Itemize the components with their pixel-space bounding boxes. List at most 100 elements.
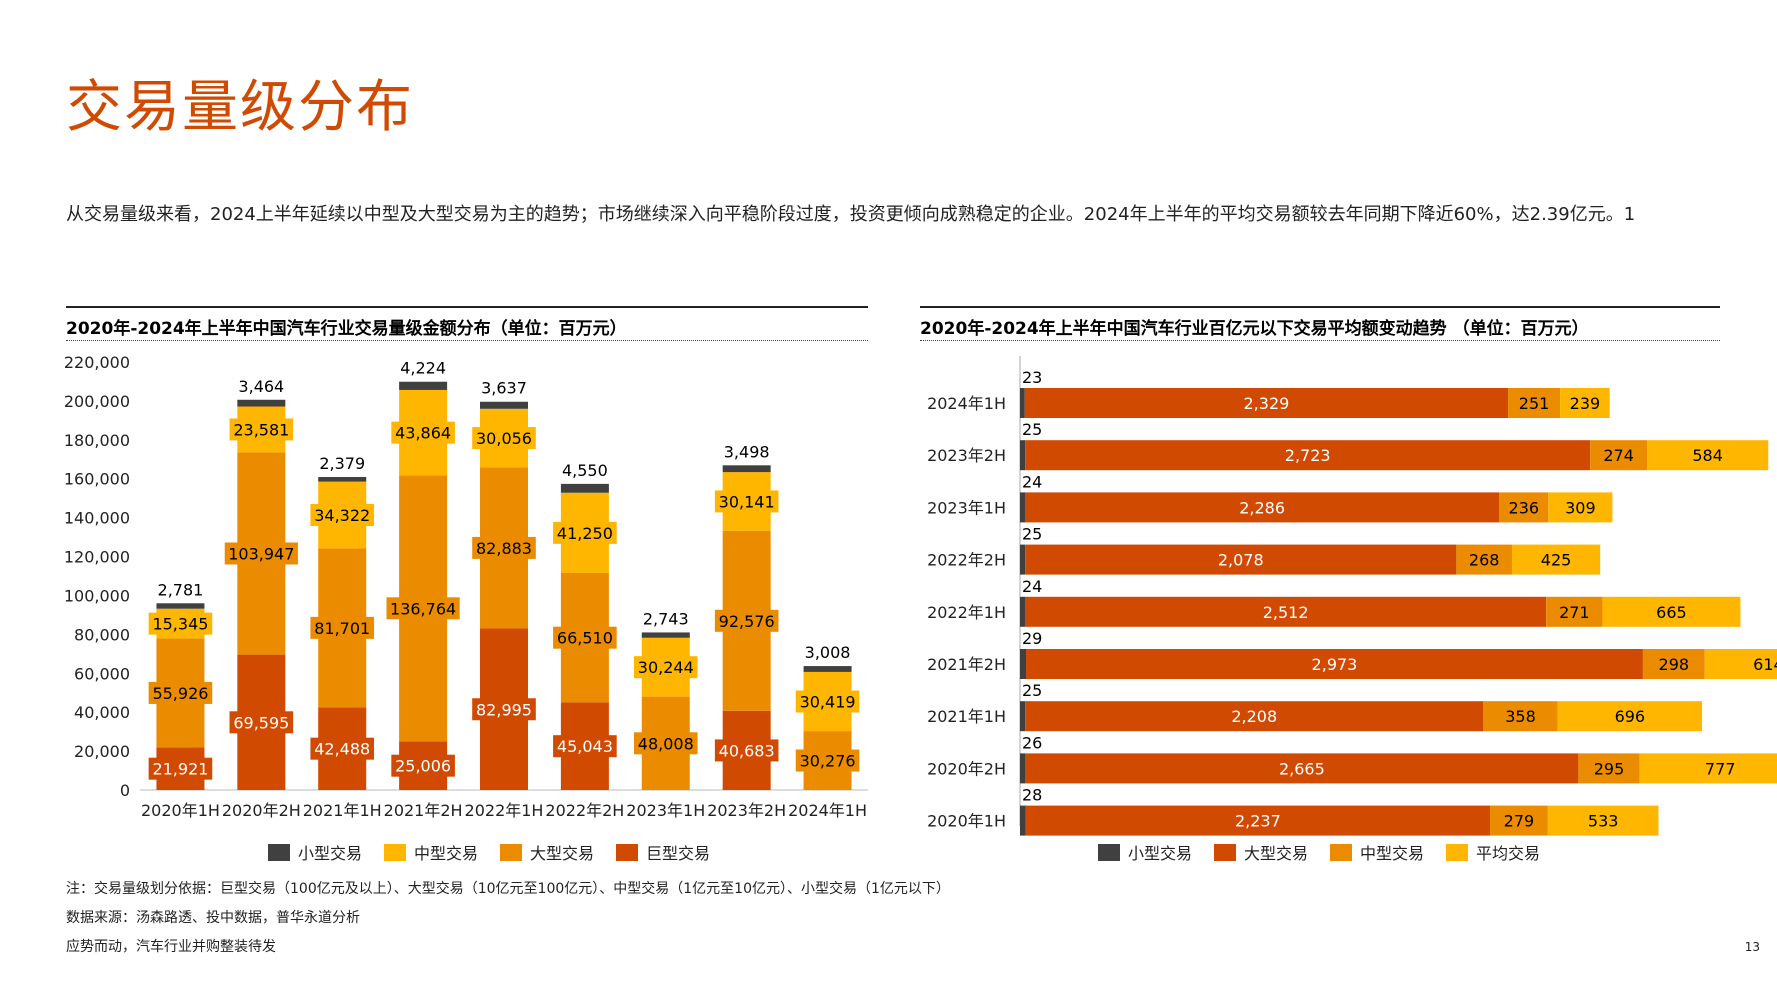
data-label-small: 4,550 [562, 461, 608, 480]
data-label-large: 66,510 [557, 629, 613, 648]
data-label-average: 696 [1615, 707, 1646, 726]
data-label-large: 103,947 [228, 544, 294, 563]
data-label-large: 82,883 [476, 539, 532, 558]
legend-item-small: 小型交易 [268, 840, 362, 864]
data-label-average: 239 [1570, 394, 1601, 413]
bar-segment-large [1456, 544, 1512, 575]
x-tick-label: 2024年1H [788, 801, 867, 820]
y-category-label: 2024年1H [927, 394, 1006, 413]
legend-label: 大型交易 [530, 844, 595, 863]
data-label-mega: 25,006 [395, 757, 451, 776]
data-label-large: 92,576 [719, 612, 775, 631]
legend-item-small: 小型交易 [1098, 840, 1192, 864]
data-label-small: 3,637 [481, 379, 527, 398]
bar-segment-mega [1024, 596, 1547, 627]
data-label-large: 30,276 [800, 752, 856, 771]
data-label-bg [553, 521, 617, 544]
y-tick-label: 120,000 [64, 548, 130, 567]
data-label-bg [795, 749, 860, 772]
data-label-medium: 34,322 [314, 506, 370, 525]
bar-segment-average [1602, 596, 1741, 627]
bar-segment-mega [1025, 753, 1579, 784]
data-label-bg [148, 681, 213, 704]
data-label-bg [148, 757, 213, 780]
bar-segment-small [641, 632, 690, 638]
data-label-small: 4,224 [400, 359, 446, 378]
x-tick-label: 2023年2H [707, 801, 786, 820]
legend-label: 小型交易 [298, 844, 363, 863]
data-label-small: 28 [1022, 786, 1042, 805]
data-label-large: 358 [1505, 707, 1536, 726]
data-label-small: 3,464 [238, 377, 284, 396]
bar-segment-large [1489, 805, 1548, 836]
data-label-large: 136,764 [390, 599, 456, 618]
bar-segment-small [1020, 649, 1027, 679]
data-label-medium: 30,244 [638, 658, 694, 677]
data-label-bg [310, 504, 375, 527]
data-label-bg [229, 711, 294, 734]
data-label-mega: 2,078 [1218, 551, 1264, 570]
data-label-bg [472, 698, 536, 721]
data-label-bg [472, 427, 536, 450]
data-label-mega: 69,595 [233, 713, 289, 732]
bar-segment-average [1560, 388, 1610, 418]
data-label-mega: 42,488 [314, 740, 370, 759]
legend-item-large: 大型交易 [500, 840, 594, 864]
bar-segment-mega [1024, 492, 1500, 523]
bar-segment-small [1020, 596, 1025, 627]
legend-item-average: 平均交易 [1446, 840, 1540, 864]
data-label-bg [391, 421, 455, 444]
x-tick-label: 2020年2H [222, 801, 301, 820]
bar-segment-large [1499, 492, 1549, 523]
data-label-small: 2,743 [643, 609, 689, 628]
bar-segment-average [1511, 544, 1601, 575]
data-label-bg [553, 626, 617, 649]
y-tick-label: 180,000 [64, 431, 130, 450]
bar-segment-average [1639, 753, 1777, 784]
data-label-bg [386, 597, 460, 620]
bar-segment-small [237, 399, 286, 407]
bar-segment-small [722, 465, 771, 473]
y-tick-label: 20,000 [74, 742, 130, 761]
left-chart-dotted-rule [66, 340, 868, 341]
data-label-large: 268 [1469, 551, 1500, 570]
data-label-average: 584 [1692, 446, 1723, 465]
y-tick-label: 160,000 [64, 470, 130, 489]
data-label-average: 533 [1588, 812, 1619, 831]
x-tick-label: 2021年2H [384, 801, 463, 820]
legend-label: 巨型交易 [646, 844, 711, 863]
bar-segment-average [1548, 492, 1613, 523]
bar-segment-small [1020, 753, 1026, 784]
data-label-bg [310, 616, 375, 639]
bar-segment-small [156, 603, 205, 609]
x-tick-label: 2020年1H [141, 801, 220, 820]
legend-swatch-medium [1330, 843, 1353, 861]
left-chart-title: 2020年-2024年上半年中国汽车行业交易量级金额分布（单位：百万元） [66, 319, 627, 339]
bar-segment-average [1557, 701, 1703, 732]
bar-segment-mega [1026, 649, 1643, 679]
y-category-label: 2020年1H [927, 812, 1006, 831]
data-label-small: 2,379 [319, 454, 365, 473]
data-label-large: 271 [1559, 603, 1590, 622]
data-label-large: 295 [1594, 759, 1625, 778]
data-label-medium: 30,419 [800, 693, 856, 712]
x-tick-label: 2022年2H [545, 801, 624, 820]
y-category-label: 2021年2H [927, 655, 1006, 674]
y-tick-label: 140,000 [64, 509, 130, 528]
footnote-note: 注：交易量级划分依据：巨型交易（100亿元及以上）、大型交易（10亿元至100亿… [66, 881, 950, 897]
bar-segment-large [1508, 388, 1561, 418]
bar-segment-mega [1025, 544, 1457, 575]
legend-swatch-mega [616, 843, 639, 861]
bar-segment-average [1704, 649, 1777, 679]
data-label-bg [553, 735, 617, 758]
data-label-bg [714, 609, 779, 632]
data-label-mega: 82,995 [476, 700, 532, 719]
data-label-bg [714, 739, 779, 762]
right-chart-top-rule [920, 306, 1720, 308]
legend-swatch-medium [384, 843, 407, 861]
right-chart-title: 2020年-2024年上半年中国汽车行业百亿元以下交易平均额变动趋势 （单位：百… [920, 319, 1589, 339]
data-label-medium: 30,141 [719, 492, 775, 511]
legend-swatch-small [1098, 843, 1120, 861]
